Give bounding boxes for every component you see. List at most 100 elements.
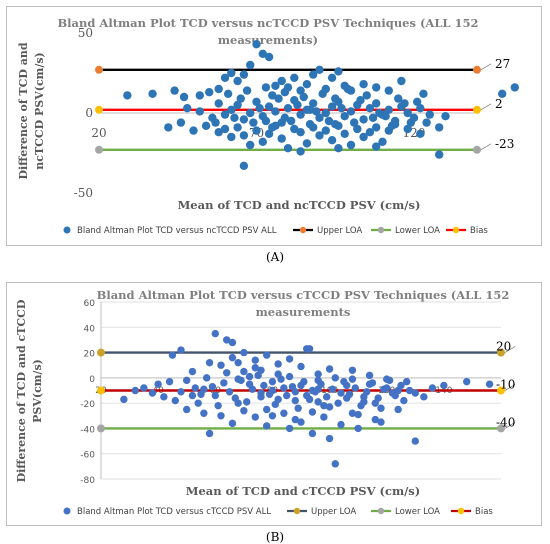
data-point bbox=[331, 94, 340, 103]
data-point bbox=[183, 104, 192, 113]
data-point bbox=[354, 410, 362, 419]
data-point bbox=[394, 405, 402, 414]
data-point bbox=[318, 89, 327, 99]
data-point bbox=[251, 364, 259, 372]
data-point bbox=[435, 123, 444, 132]
level-label: -40 bbox=[496, 415, 515, 429]
data-point bbox=[383, 375, 391, 383]
data-point bbox=[264, 102, 274, 111]
data-point bbox=[314, 398, 322, 406]
data-point bbox=[191, 384, 199, 392]
data-point bbox=[315, 131, 324, 140]
data-point bbox=[422, 118, 431, 127]
y-tick-label: -60 bbox=[80, 451, 95, 461]
data-point bbox=[297, 381, 305, 390]
data-point bbox=[201, 121, 211, 130]
data-point bbox=[239, 161, 249, 170]
level-line-start-marker bbox=[95, 65, 103, 74]
data-point bbox=[148, 389, 157, 397]
legend-label: Bland Altman Plot TCD versus cTCCD PSV A… bbox=[77, 507, 271, 517]
legend-label: Lower LOA bbox=[395, 226, 440, 236]
data-point bbox=[411, 437, 419, 445]
data-point bbox=[176, 118, 186, 127]
data-point bbox=[248, 385, 257, 393]
data-point bbox=[384, 105, 393, 115]
y-tick-label: 20 bbox=[84, 350, 96, 360]
data-point bbox=[362, 91, 371, 100]
data-point bbox=[211, 391, 219, 400]
data-point bbox=[233, 76, 242, 86]
data-point bbox=[246, 108, 255, 118]
data-point bbox=[194, 399, 202, 407]
data-point bbox=[296, 110, 305, 119]
data-point bbox=[351, 384, 359, 392]
data-point bbox=[321, 126, 330, 135]
legend-label: Bland Altman Plot TCD versus ncTCCD PSV … bbox=[77, 226, 277, 236]
data-point bbox=[371, 415, 379, 424]
data-point bbox=[325, 403, 334, 411]
level-line-start-marker bbox=[95, 105, 103, 114]
data-point bbox=[227, 105, 236, 115]
data-point bbox=[309, 99, 318, 108]
data-point bbox=[294, 404, 302, 412]
data-point bbox=[302, 80, 312, 89]
data-point bbox=[340, 129, 349, 138]
data-point bbox=[297, 362, 305, 371]
data-point bbox=[323, 393, 331, 401]
data-point bbox=[337, 420, 345, 429]
data-point bbox=[400, 396, 408, 405]
data-point bbox=[440, 381, 448, 390]
data-point bbox=[299, 92, 308, 102]
data-point bbox=[188, 391, 197, 400]
data-point bbox=[285, 372, 294, 381]
data-point bbox=[291, 388, 299, 396]
data-point bbox=[305, 105, 315, 115]
chart-title-line2: measurements) bbox=[218, 33, 318, 47]
data-point bbox=[315, 113, 324, 123]
x-axis-label: Mean of TCD and ncTCCD PSV (cm/s) bbox=[178, 198, 421, 212]
data-point bbox=[343, 84, 353, 94]
data-point bbox=[327, 136, 337, 145]
level-label: 2 bbox=[495, 97, 503, 111]
data-point bbox=[425, 110, 434, 119]
data-point bbox=[257, 366, 265, 374]
y-tick-label: -20 bbox=[80, 400, 95, 410]
data-point bbox=[348, 366, 357, 374]
y-axis-label-line2: PSV(cm/s) bbox=[31, 359, 44, 423]
data-point bbox=[245, 372, 254, 381]
data-point bbox=[325, 434, 334, 443]
data-point bbox=[277, 134, 286, 143]
y-tick-label: 60 bbox=[84, 299, 96, 309]
data-point bbox=[315, 65, 324, 74]
data-point bbox=[354, 424, 362, 433]
data-point bbox=[485, 380, 494, 388]
data-point bbox=[375, 108, 384, 118]
data-point bbox=[271, 81, 280, 91]
data-point bbox=[356, 96, 365, 105]
data-point bbox=[291, 396, 299, 405]
legend-label: Bias bbox=[475, 507, 493, 517]
data-point bbox=[263, 351, 271, 359]
data-point bbox=[283, 144, 293, 153]
data-point bbox=[297, 418, 305, 426]
legend-marker bbox=[299, 226, 307, 234]
data-point bbox=[220, 379, 228, 387]
data-point bbox=[285, 424, 294, 433]
data-point bbox=[203, 374, 211, 382]
data-point bbox=[340, 377, 348, 386]
data-point bbox=[337, 389, 345, 397]
data-point bbox=[302, 139, 312, 148]
data-point bbox=[348, 409, 357, 417]
data-point bbox=[312, 107, 321, 116]
data-point bbox=[228, 419, 237, 428]
data-point bbox=[324, 116, 334, 126]
data-point bbox=[236, 94, 245, 103]
x-axis-label: Mean of TCD and cTCCD PSV (cm/s) bbox=[186, 484, 420, 498]
data-point bbox=[214, 84, 223, 94]
y-tick-label: 40 bbox=[84, 324, 96, 334]
level-line-end-marker bbox=[497, 386, 505, 395]
data-point bbox=[378, 137, 387, 146]
level-line-start-marker bbox=[95, 145, 103, 154]
data-point bbox=[359, 132, 368, 142]
data-point bbox=[372, 99, 381, 108]
